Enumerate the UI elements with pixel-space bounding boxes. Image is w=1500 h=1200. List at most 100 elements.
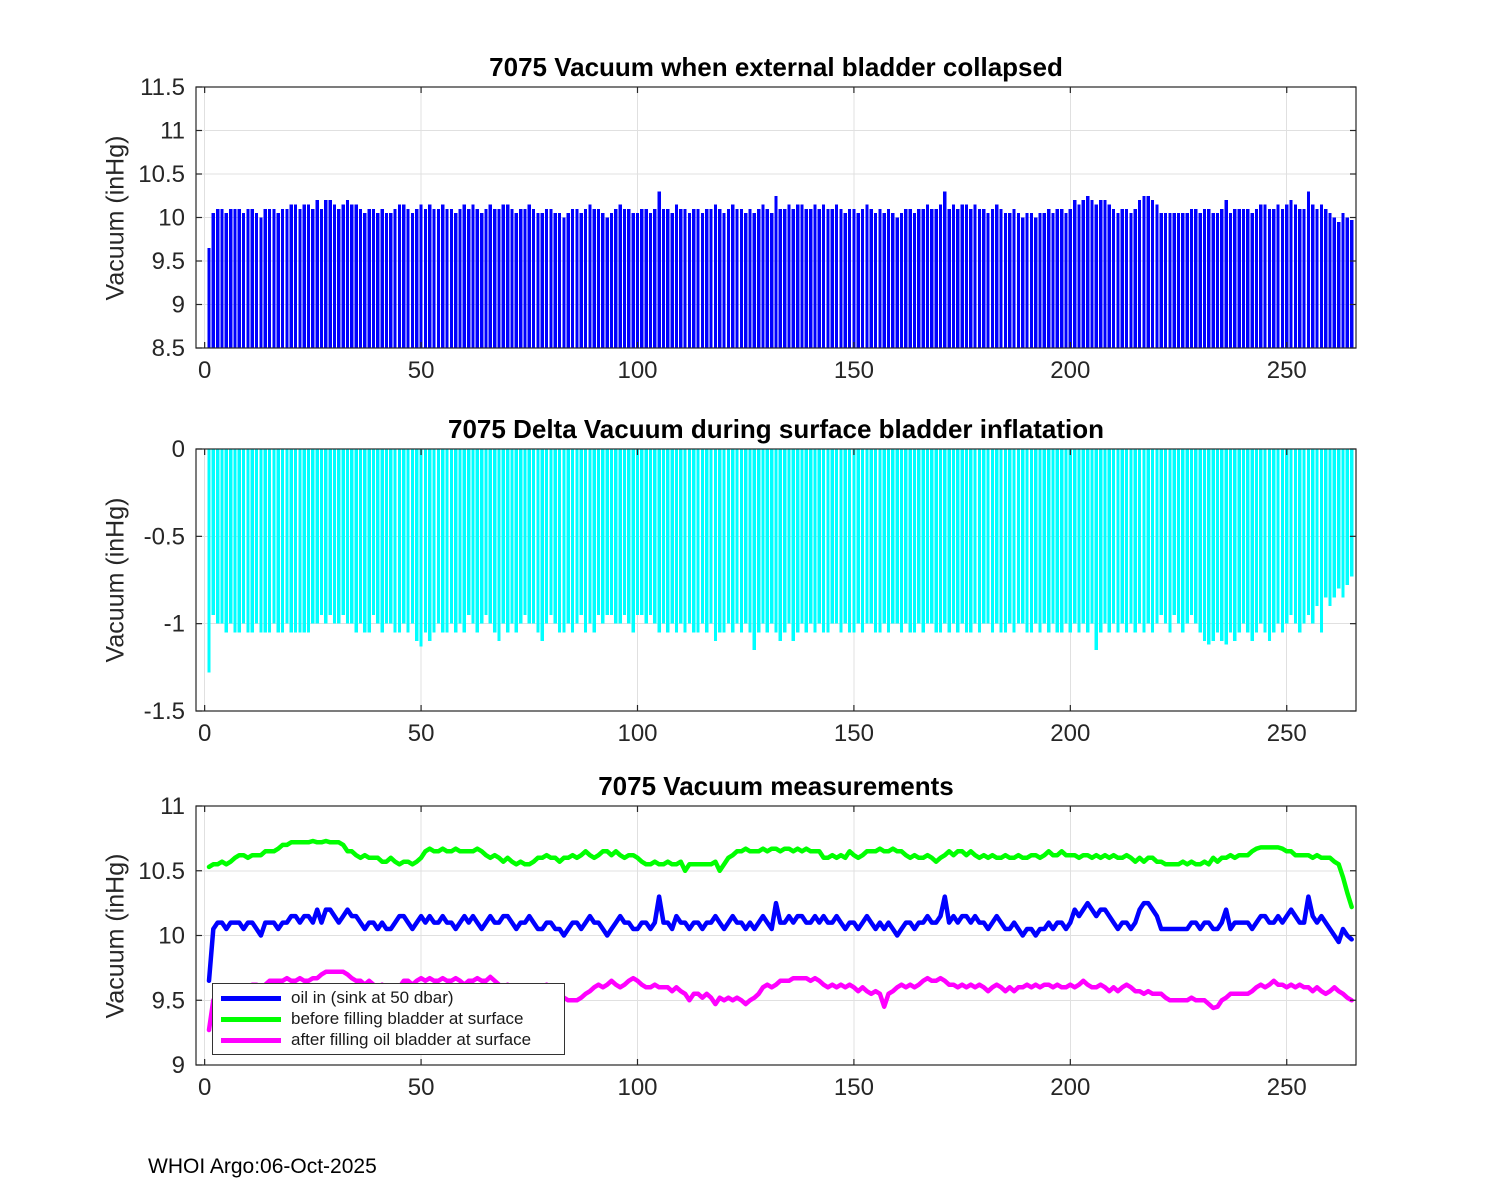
bar <box>813 449 817 633</box>
bar <box>765 449 769 633</box>
bar <box>1133 449 1137 633</box>
bar <box>306 204 311 348</box>
bar <box>583 208 588 348</box>
bar <box>293 204 298 348</box>
bar <box>1319 204 1323 348</box>
bar <box>579 449 583 615</box>
bar <box>592 208 596 348</box>
bar <box>449 208 453 348</box>
bar <box>549 208 553 348</box>
bar <box>1129 449 1133 624</box>
bar <box>519 208 523 348</box>
bar <box>1168 213 1172 348</box>
bar <box>1008 449 1012 624</box>
bar <box>726 208 731 348</box>
bar <box>1064 213 1068 348</box>
bar <box>363 449 367 633</box>
bar <box>1202 449 1207 642</box>
legend-label: before filling bladder at surface <box>291 1009 524 1028</box>
bar <box>869 208 873 348</box>
bar <box>354 449 358 633</box>
bar <box>1298 449 1302 633</box>
bar <box>1159 213 1163 348</box>
bar <box>1172 449 1176 615</box>
delta-vacuum-chart: 0 50 100 150 200 250 -1.5 -1 -0.5 0 <box>144 436 1357 747</box>
bar <box>783 449 787 633</box>
bar <box>618 449 622 624</box>
bar <box>761 449 765 624</box>
bar <box>341 449 345 615</box>
bar <box>302 204 306 348</box>
bar <box>817 449 821 624</box>
y-tick-label: 10 <box>158 923 185 950</box>
bar <box>384 449 389 624</box>
bar <box>821 449 826 633</box>
bar <box>1302 208 1306 348</box>
bar <box>761 204 765 348</box>
bar <box>324 449 328 624</box>
bar <box>1120 449 1124 624</box>
bar <box>570 208 575 348</box>
bar <box>964 204 969 348</box>
bar <box>908 208 912 348</box>
bar <box>847 449 852 633</box>
bar <box>493 208 497 348</box>
bar <box>917 449 921 624</box>
x-tick-label: 100 <box>617 357 657 384</box>
bar <box>1172 213 1176 348</box>
bar <box>285 449 289 624</box>
bar <box>1163 449 1168 624</box>
x-tick-label: 250 <box>1267 357 1307 384</box>
bar <box>847 208 852 348</box>
bar <box>731 204 735 348</box>
bar <box>1038 449 1042 633</box>
bar <box>497 449 501 642</box>
bar <box>891 213 895 348</box>
bar <box>1003 449 1008 633</box>
bar <box>229 208 233 348</box>
bar <box>423 449 428 633</box>
bar <box>999 208 1003 348</box>
bar <box>679 208 683 348</box>
bar <box>687 449 692 624</box>
bar <box>995 449 999 624</box>
bar <box>635 449 640 615</box>
bar <box>402 204 406 348</box>
bar <box>895 449 899 624</box>
bar <box>237 208 241 348</box>
bar <box>246 449 250 633</box>
bar <box>207 449 211 673</box>
bar <box>1042 213 1046 348</box>
bar <box>1025 449 1029 633</box>
bar <box>709 449 713 624</box>
series-line-0 <box>206 894 1354 984</box>
bar <box>441 449 445 633</box>
bar <box>1086 195 1090 348</box>
bar <box>376 449 380 624</box>
bar <box>1345 217 1349 348</box>
bar <box>397 449 402 633</box>
bar <box>995 204 999 348</box>
bar <box>354 204 358 348</box>
bar <box>471 204 475 348</box>
bar <box>350 204 354 348</box>
bar <box>562 449 566 633</box>
bar <box>358 208 363 348</box>
bar <box>1189 208 1194 348</box>
bar <box>458 449 462 624</box>
bar <box>705 208 709 348</box>
bar <box>700 213 705 348</box>
bar <box>644 208 648 348</box>
bar <box>501 204 505 348</box>
bar <box>596 208 601 348</box>
x-tick-label: 150 <box>834 720 874 747</box>
bar <box>380 449 384 633</box>
bar <box>1189 449 1194 615</box>
bar <box>809 208 813 348</box>
bar <box>376 213 380 348</box>
chart2-ylabel: Vacuum (inHg) <box>101 497 130 663</box>
bar <box>1012 449 1016 633</box>
bar <box>601 449 605 624</box>
bar <box>220 208 224 348</box>
bar <box>709 208 713 348</box>
